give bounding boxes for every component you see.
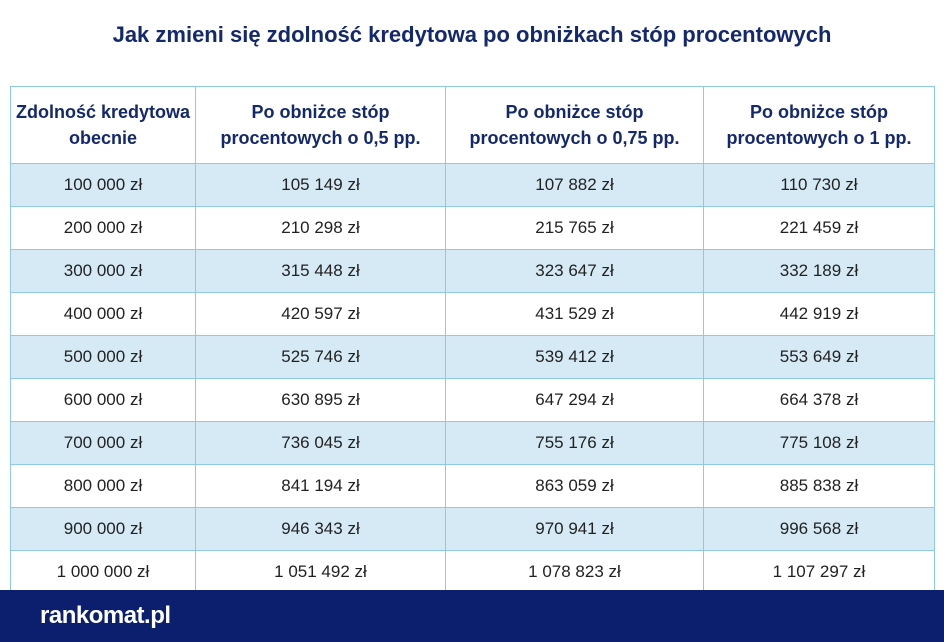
- cell: 553 649 zł: [703, 335, 935, 379]
- cell: 1 000 000 zł: [10, 550, 196, 594]
- cell: 221 459 zł: [703, 206, 935, 250]
- table-row: 800 000 zł 841 194 zł 863 059 zł 885 838 zł: [10, 464, 935, 508]
- cell: 946 343 zł: [195, 507, 446, 551]
- cell: 841 194 zł: [195, 464, 446, 508]
- cell: 420 597 zł: [195, 292, 446, 336]
- cell: 800 000 zł: [10, 464, 196, 508]
- table-row: 500 000 zł 525 746 zł 539 412 zł 553 649 zł: [10, 335, 935, 379]
- footer: rankomat.pl: [0, 590, 944, 642]
- cell: 431 529 zł: [445, 292, 704, 336]
- table-row: 100 000 zł 105 149 zł 107 882 zł 110 730 zł: [10, 163, 935, 207]
- cell: 736 045 zł: [195, 421, 446, 465]
- header-cell: Po obniżce stóp procentowych o 1 pp.: [703, 86, 935, 164]
- cell: 630 895 zł: [195, 378, 446, 422]
- cell: 100 000 zł: [10, 163, 196, 207]
- cell: 400 000 zł: [10, 292, 196, 336]
- cell: 885 838 zł: [703, 464, 935, 508]
- table-row: 600 000 zł 630 895 zł 647 294 zł 664 378 zł: [10, 378, 935, 422]
- header-row: Zdolność kredytowa obecnie Po obniżce stó…: [10, 86, 935, 164]
- table-body: 100 000 zł 105 149 zł 107 882 zł 110 730 zł…: [10, 163, 935, 594]
- cell: 647 294 zł: [445, 378, 704, 422]
- table-row: 900 000 zł 946 343 zł 970 941 zł 996 568 zł: [10, 507, 935, 551]
- table-row: 200 000 zł 210 298 zł 215 765 zł 221 459 zł: [10, 206, 935, 250]
- header-cell: Po obniżce stóp procentowych o 0,5 pp.: [195, 86, 446, 164]
- cell: 775 108 zł: [703, 421, 935, 465]
- cell: 215 765 zł: [445, 206, 704, 250]
- cell: 300 000 zł: [10, 249, 196, 293]
- header-cell: Zdolność kredytowa obecnie: [10, 86, 196, 164]
- header-cell: Po obniżce stóp procentowych o 0,75 pp.: [445, 86, 704, 164]
- cell: 996 568 zł: [703, 507, 935, 551]
- table-row: 700 000 zł 736 045 zł 755 176 zł 775 108 zł: [10, 421, 935, 465]
- cell: 1 107 297 zł: [703, 550, 935, 594]
- cell: 107 882 zł: [445, 163, 704, 207]
- cell: 863 059 zł: [445, 464, 704, 508]
- cell: 332 189 zł: [703, 249, 935, 293]
- title: Jak zmieni się zdolność kredytowa po obn…: [112, 22, 832, 47]
- cell: 755 176 zł: [445, 421, 704, 465]
- table-row: 400 000 zł 420 597 zł 431 529 zł 442 919 zł: [10, 292, 935, 336]
- cell: 315 448 zł: [195, 249, 446, 293]
- cell: 210 298 zł: [195, 206, 446, 250]
- cell: 539 412 zł: [445, 335, 704, 379]
- cell: 500 000 zł: [10, 335, 196, 379]
- table: Zdolność kredytowa obecnie Po obniżce stó…: [10, 86, 935, 594]
- cell: 664 378 zł: [703, 378, 935, 422]
- cell: 110 730 zł: [703, 163, 935, 207]
- cell: 1 078 823 zł: [445, 550, 704, 594]
- cell: 323 647 zł: [445, 249, 704, 293]
- cell: 970 941 zł: [445, 507, 704, 551]
- logo: rankomat.pl: [40, 602, 171, 629]
- cell: 105 149 zł: [195, 163, 446, 207]
- cell: 600 000 zł: [10, 378, 196, 422]
- cell: 700 000 zł: [10, 421, 196, 465]
- table-row: 300 000 zł 315 448 zł 323 647 zł 332 189 zł: [10, 249, 935, 293]
- cell: 200 000 zł: [10, 206, 196, 250]
- cell: 900 000 zł: [10, 507, 196, 551]
- cell: 442 919 zł: [703, 292, 935, 336]
- cell: 1 051 492 zł: [195, 550, 446, 594]
- table-row: 1 000 000 zł 1 051 492 zł 1 078 823 zł 1 10…: [10, 550, 935, 594]
- cell: 525 746 zł: [195, 335, 446, 379]
